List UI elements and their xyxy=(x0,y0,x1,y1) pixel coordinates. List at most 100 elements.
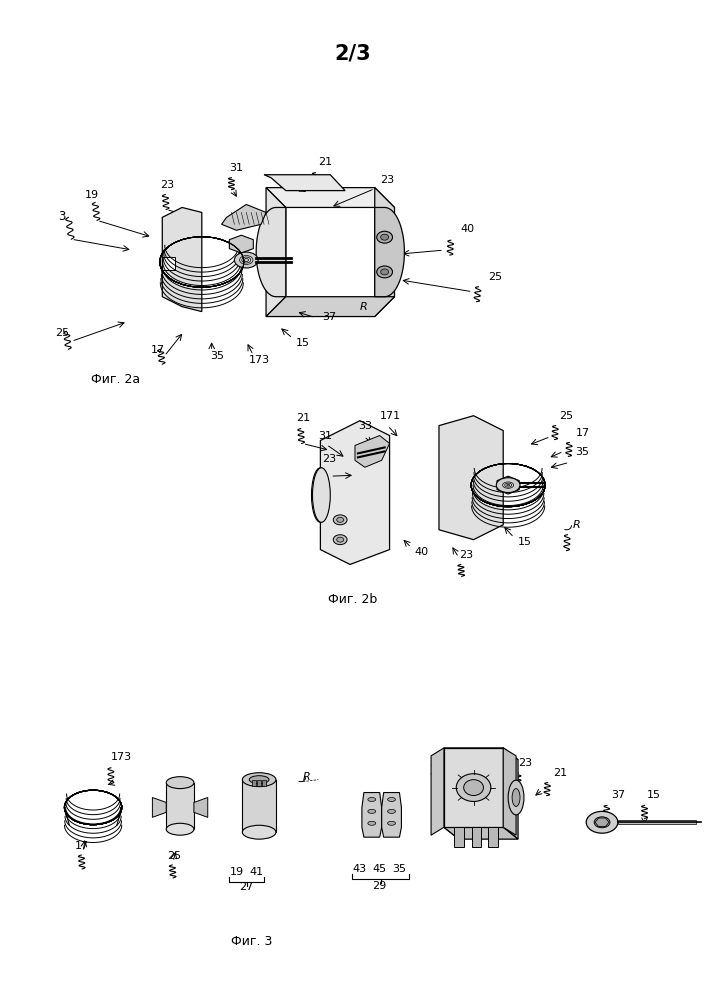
Polygon shape xyxy=(503,748,518,839)
Ellipse shape xyxy=(387,798,395,801)
Polygon shape xyxy=(320,421,390,564)
Ellipse shape xyxy=(312,468,329,522)
Polygon shape xyxy=(618,820,696,824)
Text: 40: 40 xyxy=(414,547,428,557)
Polygon shape xyxy=(229,235,253,253)
Polygon shape xyxy=(595,818,609,827)
Ellipse shape xyxy=(496,478,520,493)
Ellipse shape xyxy=(387,809,395,813)
Text: 25: 25 xyxy=(168,851,182,861)
Text: 15: 15 xyxy=(646,790,660,800)
Text: 45: 45 xyxy=(373,864,387,874)
Polygon shape xyxy=(194,798,208,817)
Polygon shape xyxy=(375,188,395,317)
Text: 21: 21 xyxy=(554,768,568,778)
Ellipse shape xyxy=(377,231,392,243)
Polygon shape xyxy=(439,416,503,540)
Text: 25: 25 xyxy=(489,272,503,282)
Ellipse shape xyxy=(235,252,258,268)
Text: 21: 21 xyxy=(296,413,310,423)
Text: 25: 25 xyxy=(56,328,70,338)
Polygon shape xyxy=(257,780,261,786)
Polygon shape xyxy=(243,780,276,832)
Polygon shape xyxy=(166,783,194,829)
Ellipse shape xyxy=(377,266,392,278)
Text: 21: 21 xyxy=(318,157,332,167)
Ellipse shape xyxy=(512,789,520,806)
Ellipse shape xyxy=(337,537,344,542)
Text: 35: 35 xyxy=(392,864,407,874)
Polygon shape xyxy=(444,748,518,760)
Text: 171: 171 xyxy=(380,411,401,421)
Text: 40: 40 xyxy=(461,224,475,234)
Text: 29: 29 xyxy=(373,881,387,891)
Text: R: R xyxy=(573,520,580,530)
Ellipse shape xyxy=(368,809,375,813)
Text: 23: 23 xyxy=(160,180,175,190)
Text: Фиг. 3: Фиг. 3 xyxy=(231,935,273,948)
Text: Фиг. 2b: Фиг. 2b xyxy=(328,593,378,606)
Text: 173: 173 xyxy=(111,752,132,762)
Ellipse shape xyxy=(456,774,491,801)
Polygon shape xyxy=(382,793,402,837)
Text: 15: 15 xyxy=(296,338,310,348)
Text: 33: 33 xyxy=(358,421,372,431)
Polygon shape xyxy=(262,780,266,786)
Polygon shape xyxy=(264,175,345,191)
Polygon shape xyxy=(454,827,464,847)
Polygon shape xyxy=(444,827,518,839)
Polygon shape xyxy=(431,748,444,835)
Polygon shape xyxy=(221,204,266,230)
Polygon shape xyxy=(256,207,286,297)
Text: 37: 37 xyxy=(322,312,337,322)
Polygon shape xyxy=(472,827,481,847)
Text: 27: 27 xyxy=(239,882,253,892)
Text: 17: 17 xyxy=(151,345,165,355)
Text: 15: 15 xyxy=(518,537,532,547)
Ellipse shape xyxy=(508,780,524,815)
Ellipse shape xyxy=(594,817,610,828)
Ellipse shape xyxy=(586,811,618,833)
Text: R: R xyxy=(303,772,310,782)
Polygon shape xyxy=(266,297,395,317)
Text: 31: 31 xyxy=(454,752,468,762)
Text: R: R xyxy=(360,302,368,312)
Text: 19: 19 xyxy=(86,190,99,200)
Text: 39: 39 xyxy=(486,752,501,762)
Ellipse shape xyxy=(380,234,389,240)
Ellipse shape xyxy=(250,776,269,784)
Text: 35: 35 xyxy=(575,447,590,457)
Ellipse shape xyxy=(166,823,194,835)
Polygon shape xyxy=(266,188,395,207)
Ellipse shape xyxy=(166,777,194,789)
Ellipse shape xyxy=(243,773,276,787)
Text: 2/3: 2/3 xyxy=(334,44,371,64)
Text: 35: 35 xyxy=(210,351,223,361)
Polygon shape xyxy=(362,793,382,837)
Polygon shape xyxy=(153,798,166,817)
Text: 17: 17 xyxy=(575,428,590,438)
Ellipse shape xyxy=(368,798,375,801)
Polygon shape xyxy=(252,780,256,786)
Ellipse shape xyxy=(387,821,395,825)
Text: 25: 25 xyxy=(559,411,573,421)
Ellipse shape xyxy=(243,825,276,839)
Ellipse shape xyxy=(312,468,330,522)
Text: 23: 23 xyxy=(380,175,394,185)
Text: 17: 17 xyxy=(76,841,90,851)
Ellipse shape xyxy=(368,821,375,825)
Text: Фиг. 2a: Фиг. 2a xyxy=(91,373,140,386)
Ellipse shape xyxy=(333,535,347,545)
Text: 23: 23 xyxy=(429,758,443,768)
Polygon shape xyxy=(503,748,516,835)
Text: 37: 37 xyxy=(611,790,625,800)
Polygon shape xyxy=(375,207,404,297)
Text: 23: 23 xyxy=(518,758,532,768)
Polygon shape xyxy=(163,257,175,270)
Polygon shape xyxy=(444,748,459,839)
Text: 31: 31 xyxy=(230,163,243,173)
Text: 3: 3 xyxy=(59,210,66,223)
Text: 43: 43 xyxy=(353,864,367,874)
Polygon shape xyxy=(489,827,498,847)
Text: 23: 23 xyxy=(322,454,337,464)
